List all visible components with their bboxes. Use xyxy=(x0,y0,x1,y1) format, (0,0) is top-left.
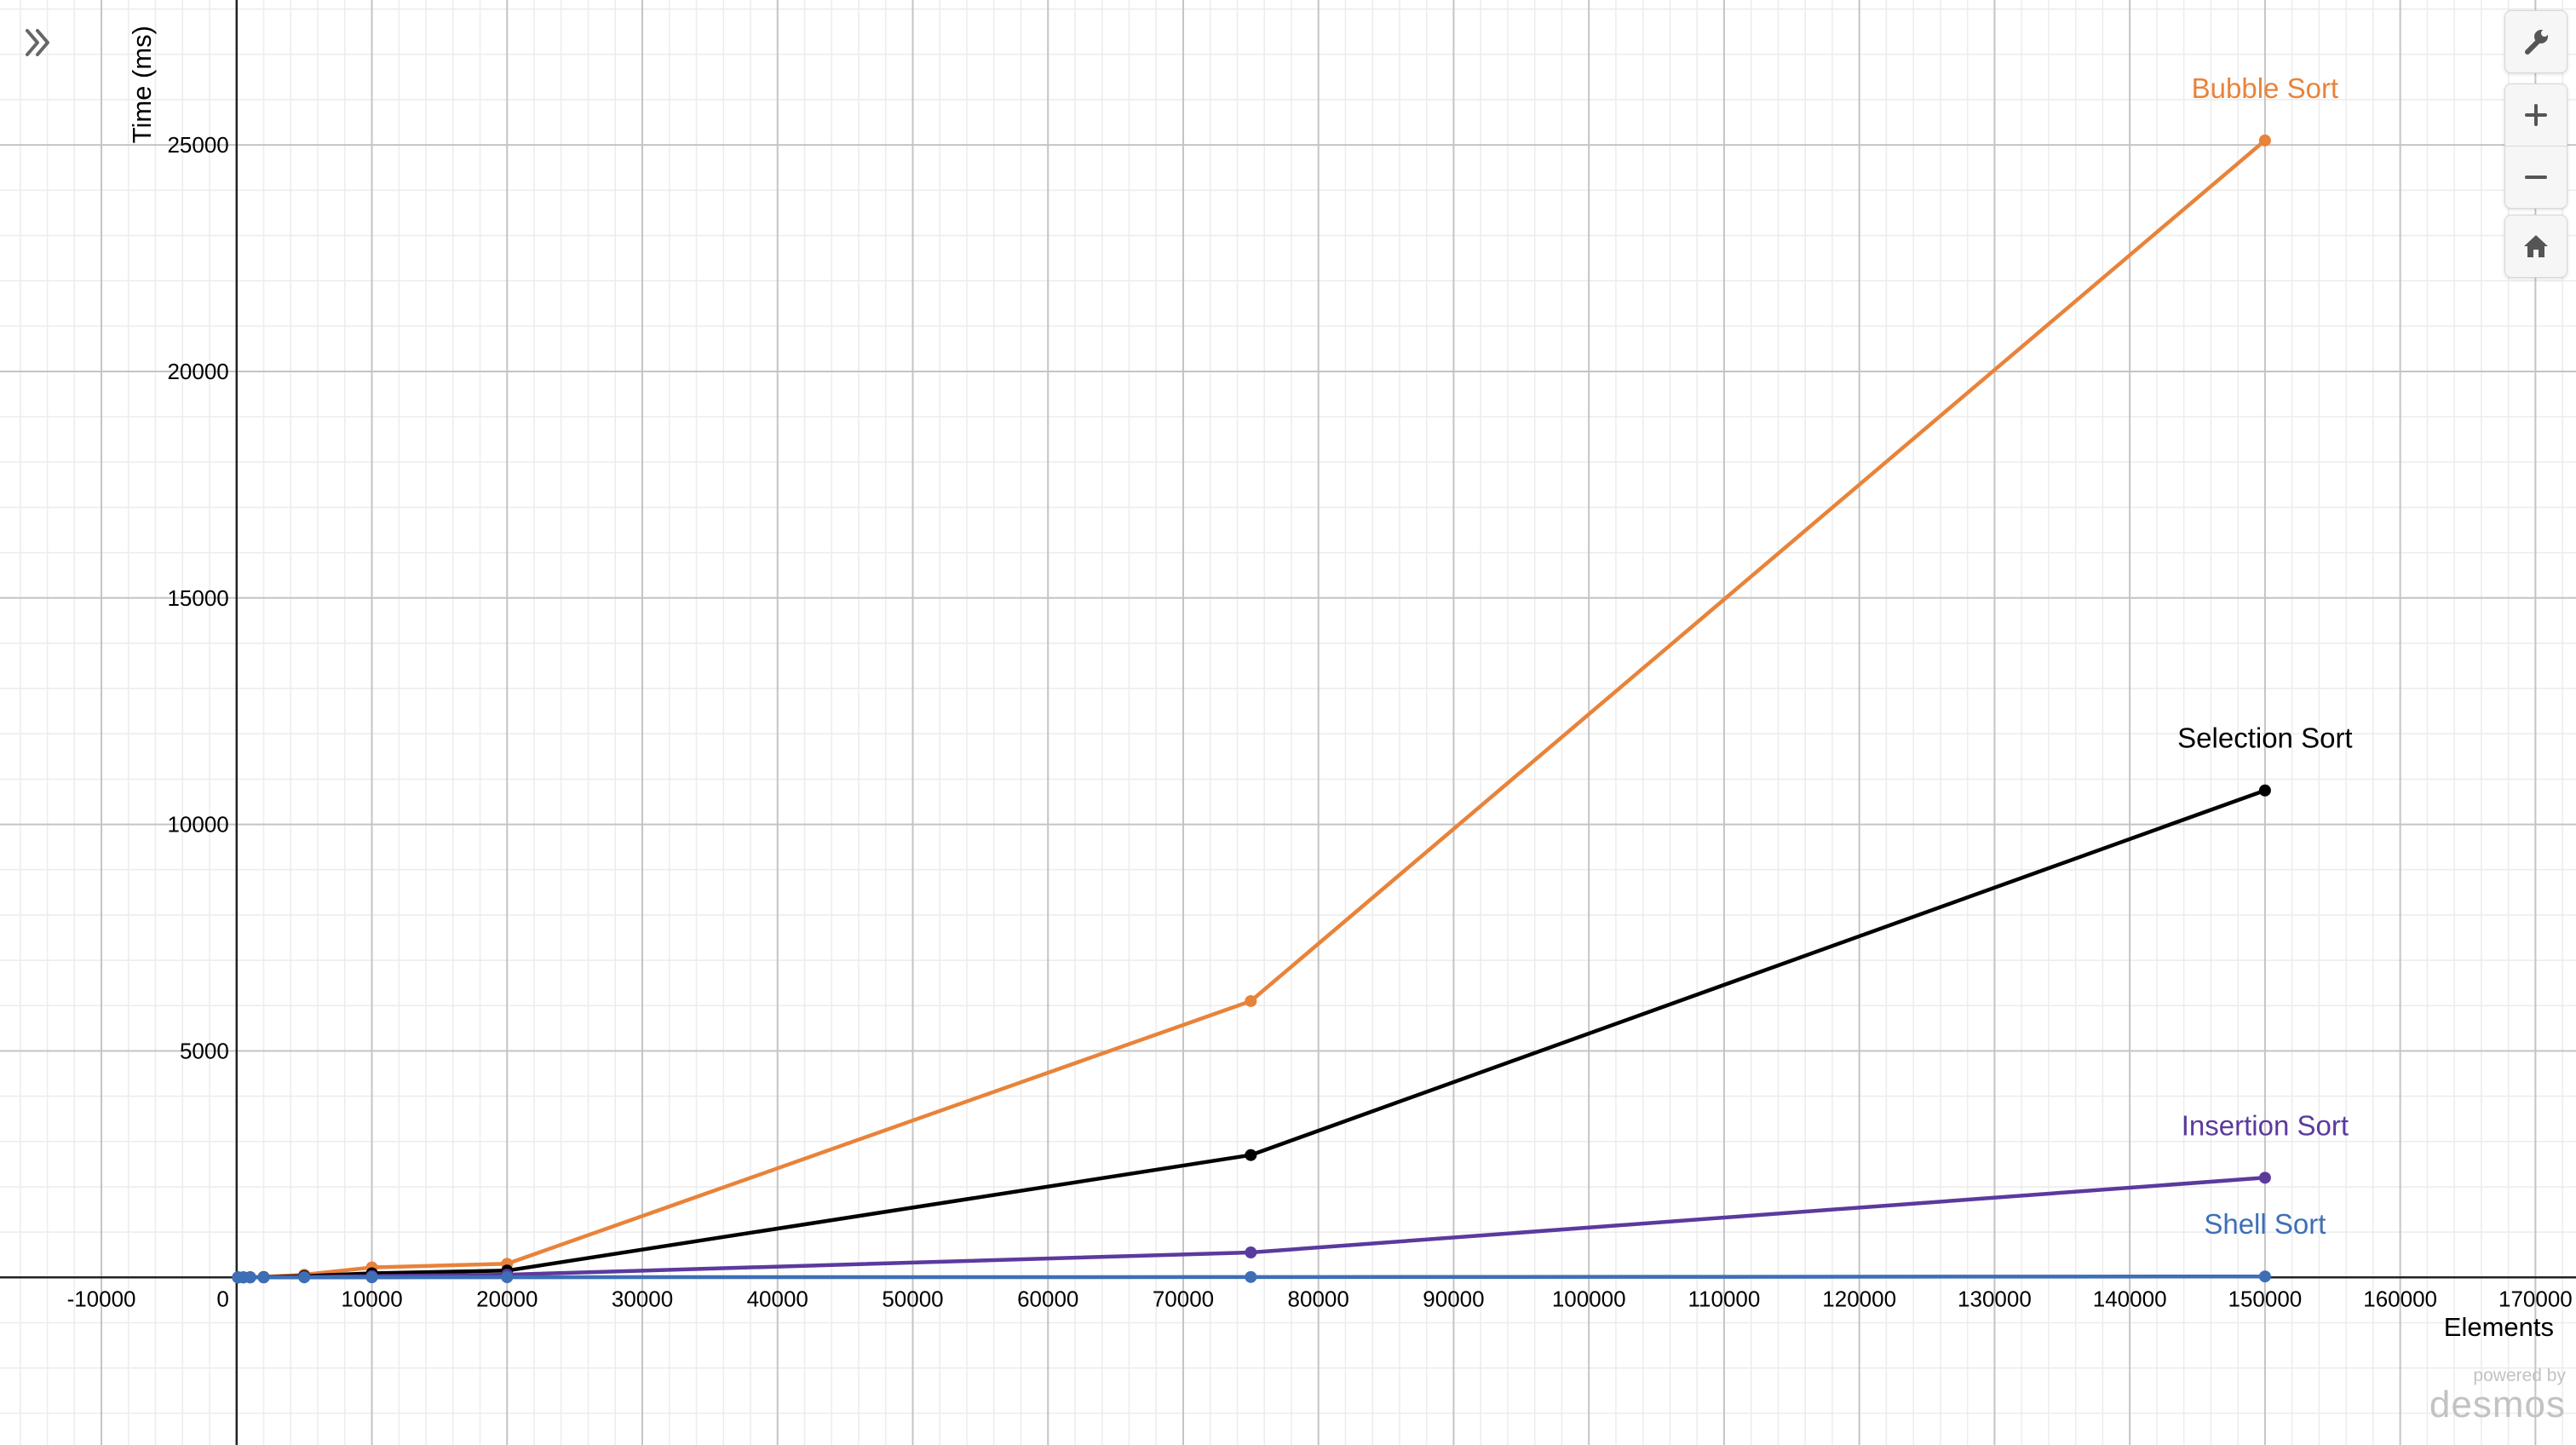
x-tick-label: 120000 xyxy=(1822,1286,1896,1311)
shell-sort-point xyxy=(244,1271,256,1284)
x-tick-label: 100000 xyxy=(1552,1286,1626,1311)
y-tick-label: 5000 xyxy=(180,1038,229,1063)
x-tick-label: 70000 xyxy=(1153,1286,1214,1311)
series-points xyxy=(232,134,2271,1284)
y-tick-label: 10000 xyxy=(167,812,228,838)
expand-expression-list-button[interactable] xyxy=(9,14,66,72)
x-tick-label: 150000 xyxy=(2228,1286,2303,1311)
bubble-sort-point xyxy=(1245,994,1257,1007)
y-tick-label: 25000 xyxy=(167,132,228,158)
graph-settings-button[interactable] xyxy=(2505,11,2567,72)
series-labels: Bubble Sort Selection Sort Insertion Sort S… xyxy=(2177,72,2352,1240)
double-chevron-right-icon xyxy=(26,29,49,56)
x-tick-label: 10000 xyxy=(341,1286,402,1311)
bubble-sort-line xyxy=(236,138,2268,1280)
x-axis-title: Elements xyxy=(2444,1312,2554,1342)
x-tick-label: 50000 xyxy=(882,1286,943,1311)
shell-sort-point xyxy=(257,1271,270,1284)
wrench-icon xyxy=(2525,30,2548,55)
home-icon xyxy=(2524,235,2548,257)
graph-settings-group xyxy=(2504,10,2567,73)
selection-sort-label: Selection Sort xyxy=(2177,722,2352,754)
watermark-logo: desmos xyxy=(2429,1384,2566,1425)
bubble-sort-point xyxy=(2258,134,2271,147)
watermark-powered-by: powered by xyxy=(2473,1366,2566,1385)
x-tick-label: 40000 xyxy=(747,1286,808,1311)
x-tick-label: 20000 xyxy=(476,1286,538,1311)
x-tick-label: 30000 xyxy=(612,1286,673,1311)
x-tick-label: 140000 xyxy=(2093,1286,2167,1311)
x-tick-label: 160000 xyxy=(2363,1286,2437,1311)
insertion-sort-point xyxy=(2258,1172,2271,1184)
y-tick-label: 15000 xyxy=(167,585,228,611)
shell-sort-label: Shell Sort xyxy=(2204,1208,2326,1240)
insertion-sort-point xyxy=(1245,1246,1257,1259)
x-tick-label: 60000 xyxy=(1017,1286,1078,1311)
selection-sort-point xyxy=(1245,1149,1257,1161)
tick-labels: -10000 0 10000 20000 30000 40000 50000 60000 700… xyxy=(67,132,2573,1311)
insertion-sort-label: Insertion Sort xyxy=(2182,1109,2349,1141)
default-viewport-group xyxy=(2504,215,2567,278)
shell-sort-point xyxy=(2258,1270,2271,1283)
bubble-sort-label: Bubble Sort xyxy=(2192,72,2338,104)
x-tick-label: -10000 xyxy=(67,1286,136,1311)
zoom-controls xyxy=(2504,83,2567,209)
plus-icon xyxy=(2525,104,2547,126)
x-tick-label: 90000 xyxy=(1423,1286,1484,1311)
x-tick-label: 130000 xyxy=(1958,1286,2032,1311)
x-tick-label: 80000 xyxy=(1288,1286,1349,1311)
selection-sort-point xyxy=(2258,784,2271,797)
y-tick-label: 20000 xyxy=(167,359,228,384)
selection-sort-line xyxy=(236,788,2268,1280)
x-tick-label: 170000 xyxy=(2498,1286,2573,1311)
desmos-watermark: powered by desmos xyxy=(2419,1366,2566,1424)
default-viewport-button[interactable] xyxy=(2505,216,2567,277)
insertion-sort-line xyxy=(236,1176,2268,1280)
shell-sort-point xyxy=(501,1271,514,1284)
shell-sort-point xyxy=(1245,1270,1257,1283)
series-lines xyxy=(236,138,2268,1280)
minus-icon xyxy=(2525,176,2547,179)
y-axis-title: Time (ms) xyxy=(127,26,157,143)
x-tick-label: 110000 xyxy=(1688,1286,1761,1311)
shell-sort-point xyxy=(365,1271,378,1284)
zoom-in-button[interactable] xyxy=(2505,84,2567,146)
shell-sort-point xyxy=(298,1271,311,1284)
x-tick-label: 0 xyxy=(216,1286,228,1311)
zoom-out-button[interactable] xyxy=(2505,146,2567,208)
